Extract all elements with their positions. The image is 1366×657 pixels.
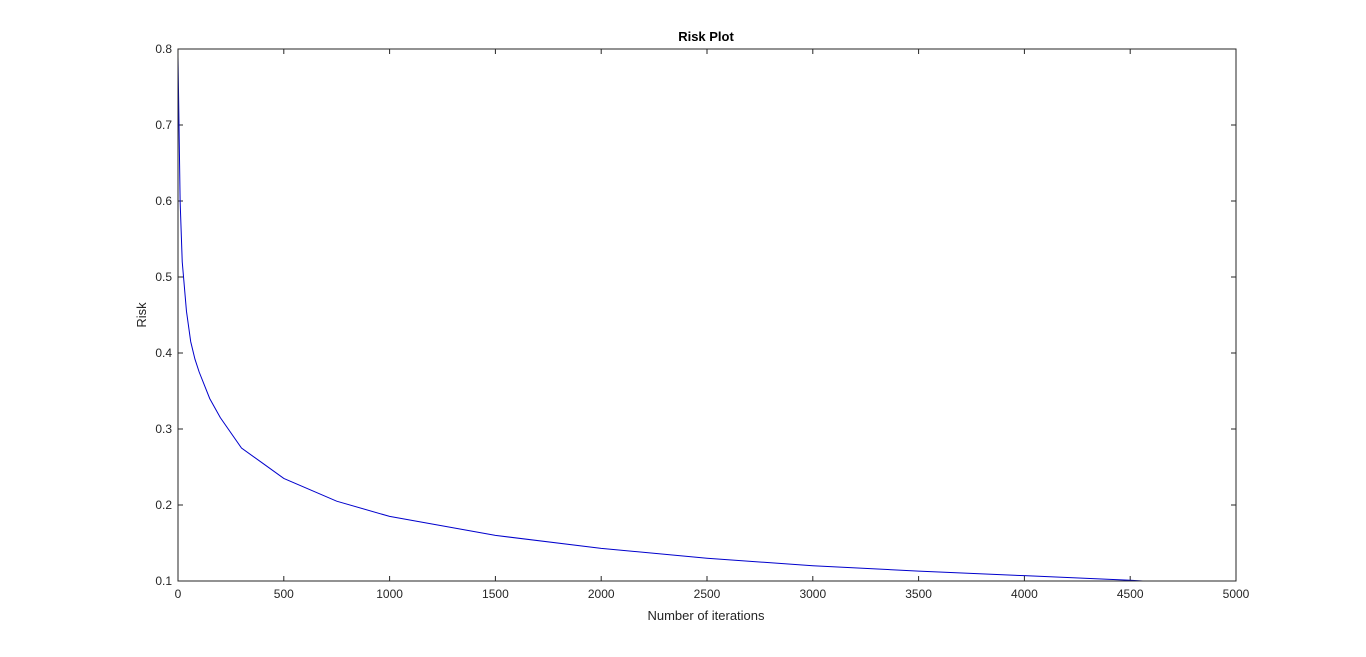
- x-tick-label: 2500: [694, 587, 721, 601]
- x-tick-label: 4000: [1011, 587, 1038, 601]
- chart-title: Risk Plot: [678, 29, 734, 44]
- y-tick-label: 0.6: [155, 194, 172, 208]
- y-tick-label: 0.5: [155, 270, 172, 284]
- x-tick-label: 1500: [482, 587, 509, 601]
- x-tick-label: 500: [274, 587, 294, 601]
- y-tick-label: 0.4: [155, 346, 172, 360]
- y-tick-label: 0.1: [155, 574, 172, 588]
- x-tick-label: 5000: [1223, 587, 1250, 601]
- x-tick-label: 3000: [799, 587, 826, 601]
- y-tick-label: 0.7: [155, 118, 172, 132]
- y-axis-label: Risk: [134, 302, 149, 328]
- y-tick-label: 0.8: [155, 42, 172, 56]
- x-tick-label: 3500: [905, 587, 932, 601]
- tick-labels: 0 500 1000 1500 2000 2500 3000 3500 4000 4500 5000…: [155, 42, 1249, 601]
- y-tick-label: 0.2: [155, 498, 172, 512]
- x-tick-label: 0: [175, 587, 182, 601]
- x-tick-label: 4500: [1117, 587, 1144, 601]
- x-tick-label: 2000: [588, 587, 615, 601]
- risk-series-line: [177, 56, 1143, 582]
- plot-frame: [177, 48, 1237, 582]
- x-tick-label: 1000: [376, 587, 403, 601]
- x-axis-label: Number of iterations: [647, 608, 765, 623]
- y-tick-label: 0.3: [155, 422, 172, 436]
